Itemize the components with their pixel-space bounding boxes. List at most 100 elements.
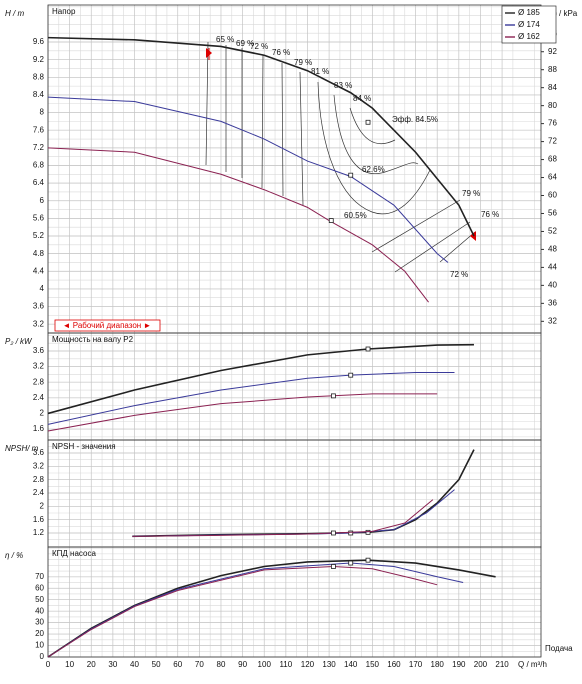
x-tick-label: 190 [452,660,466,669]
y2-tick-label: 60 [548,191,557,200]
operating-point [328,218,334,223]
y-tick-label: 3.6 [33,302,45,311]
y-tick-label: 3.6 [33,448,45,457]
annotation: 76 % [272,48,290,57]
operating-point [348,530,354,536]
y-tick-label: 3.2 [33,319,45,328]
y2-tick-label: 80 [548,101,557,110]
y2-tick-label: 40 [548,280,557,289]
x-axis-label: Q / m³/h [518,660,547,669]
annotation: 72 % [250,42,268,51]
y-axis-label: η / % [5,551,23,560]
y-tick-label: 0 [40,652,45,661]
operating-point [348,560,354,566]
y-tick-label: 3.6 [33,346,45,355]
operating-point [331,393,336,399]
annotation: 84 % [353,94,371,103]
y2-axis-label: Δp / kPa [547,9,578,18]
annotation: 69 % [236,39,254,48]
y2-tick-label: 68 [548,155,557,164]
legend-label: Ø 185 [518,8,540,17]
y-axis-label: H / m [5,9,24,18]
x-tick-label: 90 [238,660,247,669]
y2-tick-label: 52 [548,227,557,236]
x-tick-label: 50 [152,660,161,669]
curve [47,147,429,303]
y-tick-label: 4.8 [33,249,45,258]
panel-frame [47,332,542,441]
y-tick-label: 6 [40,196,45,205]
operating-point [348,372,354,378]
x-tick-label: 40 [130,660,139,669]
panel-title: Напор [52,7,76,16]
y2-tick-label: 48 [548,245,557,254]
y-tick-label: 30 [35,618,44,627]
operating-point [365,557,371,563]
curves: 65 % 69 %72 %76 %79 %81 %83 %84 %Эфф. 84.… [47,5,557,658]
y-tick-label: 9.6 [33,37,45,46]
annotation: 79 % [462,189,480,198]
annotation: 76 % [481,210,499,219]
y-tick-label: 7.2 [33,143,45,152]
annotation: 81 % [311,67,329,76]
x-tick-label: 120 [301,660,315,669]
y-tick-label: 1.6 [33,515,45,524]
range-box [54,319,161,332]
panel: 0 10 20 30 40 50 60 70 80 90 100 110 120 130 140 150 160… [5,546,573,669]
annotation: 79 % [294,58,312,67]
curve [47,559,496,658]
y2-tick-label: 32 [548,316,557,325]
x-tick-label: 170 [409,660,423,669]
x-tick-label: 10 [65,660,74,669]
x-tick-label: 80 [217,660,226,669]
y-tick-label: 9.2 [33,55,45,64]
annotation: 83 % [334,81,352,90]
x-tick-label: 0 [46,660,51,669]
range-label: ◄ Рабочий диапазон ► [63,321,152,330]
y-tick-label: 5.6 [33,213,45,222]
annotation: 60.5% [344,211,367,220]
panel-title: Мощность на валу P2 [52,335,134,344]
operating-point [365,119,371,125]
curve [47,343,474,415]
y-tick-label: 1.2 [33,528,45,537]
operating-point [331,530,336,536]
panel: 1.2 1.6 2 2.4 2.8 3.2 3.6 NPSH - значения NPSH/ … [5,439,542,548]
x-tick-label: 140 [344,660,358,669]
y-tick-label: 2 [40,409,45,418]
x-tick-label: 20 [87,660,96,669]
x-tick-label: 110 [279,660,292,669]
x-tick-label: 130 [322,660,336,669]
panel-title: NPSH - значения [52,442,116,451]
y2-tick-label: 72 [548,137,557,146]
x-tick-label: 100 [258,660,272,669]
y-tick-label: 8.8 [33,72,45,81]
y-tick-label: 6.4 [33,178,45,187]
y-tick-label: 60 [35,583,44,592]
iso-efficiency-lines [205,41,476,273]
panel-title: КПД насоса [52,549,96,558]
y-tick-label: 70 [35,572,44,581]
y-tick-label: 7.6 [33,125,45,134]
y-tick-label: 2 [40,501,45,510]
y-tick-label: 3.2 [33,362,45,371]
x-tick-label: 160 [387,660,401,669]
x-tick-label: 210 [495,660,509,669]
x-tick-label: 30 [108,660,117,669]
y2-tick-label: 92 [548,47,557,56]
y-tick-label: 50 [35,595,44,604]
curve [47,562,464,658]
y-tick-label: 4.4 [33,266,45,275]
y-tick-label: 5.2 [33,231,45,240]
y-tick-label: 2.8 [33,475,45,484]
y2-tick-label: 76 [548,119,557,128]
y-tick-label: 3.2 [33,461,45,470]
curve [47,371,455,425]
annotation: Эфф. 84.5% [392,115,438,124]
y-tick-label: 20 [35,629,44,638]
x-axis-name: Подача [545,644,573,653]
y2-tick-label: 36 [548,298,557,307]
y-tick-label: 40 [35,606,44,615]
operating-point [365,346,371,352]
